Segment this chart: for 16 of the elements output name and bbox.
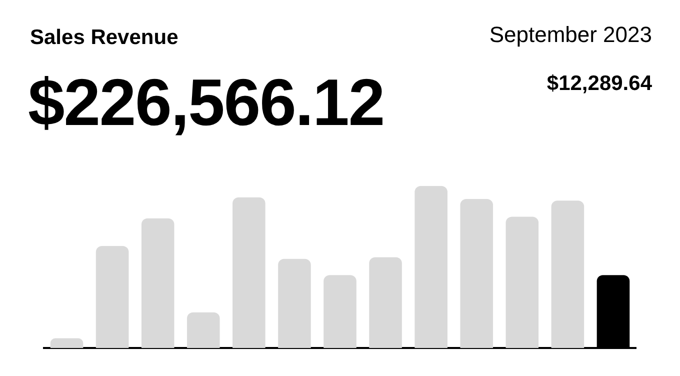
chart-title: Sales Revenue bbox=[30, 26, 178, 50]
bar bbox=[50, 338, 84, 348]
bar bbox=[278, 258, 311, 348]
bar bbox=[414, 186, 448, 348]
text: September 2023 bbox=[489, 22, 652, 48]
bar bbox=[506, 216, 539, 348]
bar bbox=[324, 275, 356, 348]
text: $12,289.64 bbox=[546, 72, 652, 96]
bar bbox=[551, 200, 584, 348]
bar bbox=[96, 246, 129, 348]
bar bbox=[186, 312, 220, 348]
bar bbox=[232, 197, 266, 348]
bar bbox=[369, 257, 402, 348]
text: $226,566.12 bbox=[28, 64, 384, 140]
bar bbox=[141, 218, 174, 348]
bar bbox=[460, 198, 494, 348]
